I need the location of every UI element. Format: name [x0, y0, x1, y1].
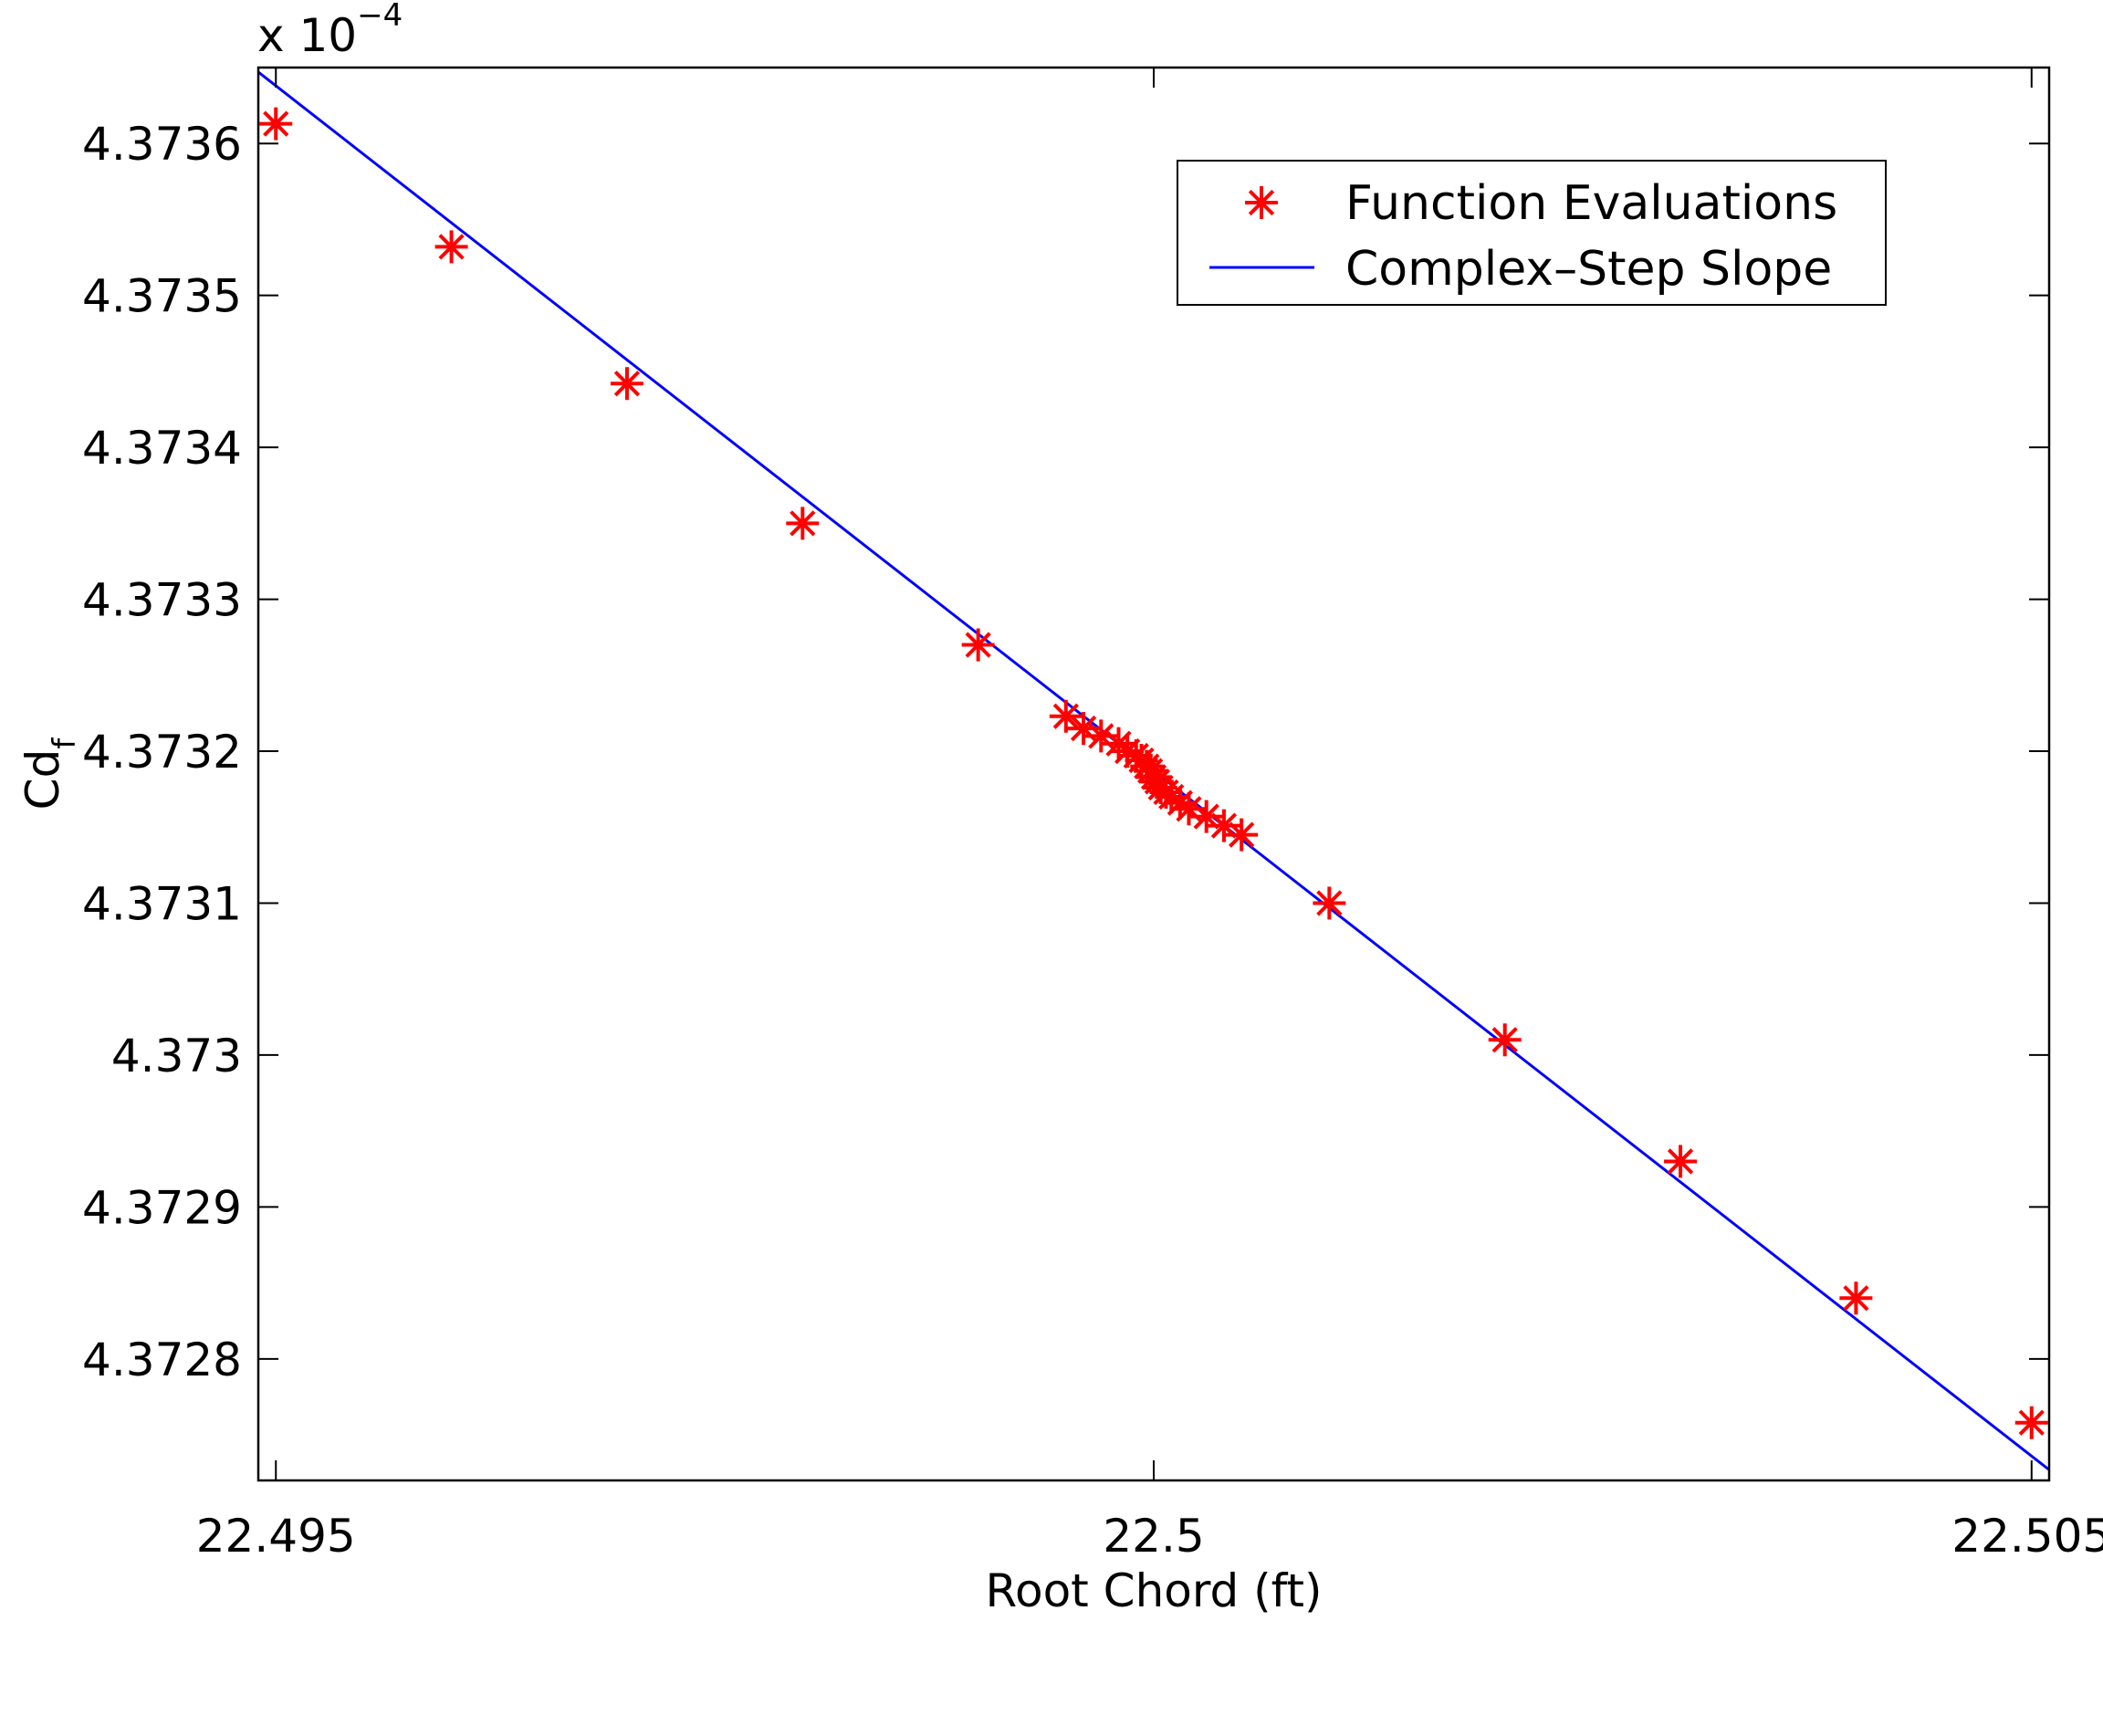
data-point	[786, 507, 820, 540]
svg-text:Cdf: Cdf	[16, 737, 83, 810]
x-tick-label: 22.495	[196, 1510, 356, 1563]
y-tick-label: 4.3731	[82, 877, 242, 930]
data-point	[1313, 886, 1346, 920]
y-tick-label: 4.3735	[82, 270, 242, 323]
data-point	[259, 107, 293, 141]
y-axis-title-main: Cd	[16, 749, 69, 810]
series-layer	[257, 70, 2050, 1471]
data-point	[434, 230, 468, 264]
y-tick-labels: 4.3728 4.3729 4.373 4.3731 4.3732 4.3733 4.373…	[82, 118, 242, 1386]
ticks-layer	[258, 68, 2049, 1480]
legend-box	[1177, 160, 1887, 306]
y-tick-label: 4.3734	[82, 422, 242, 475]
data-point	[961, 628, 995, 662]
x-tick-labels: 22.495 22.5 22.505	[196, 1510, 2103, 1563]
data-point	[2014, 1406, 2048, 1439]
legend-marker-function-evaluations	[1245, 186, 1278, 219]
y-tick-label: 4.3736	[82, 118, 242, 171]
data-point	[1225, 818, 1259, 852]
y-tick-label: 4.3728	[82, 1333, 242, 1386]
data-point	[1163, 786, 1197, 820]
x-tick-label: 22.5	[1103, 1510, 1204, 1563]
legend-asterisk-icon	[1245, 186, 1278, 219]
y-scale-factor: x 10−4	[257, 0, 403, 62]
data-point	[1207, 809, 1240, 842]
legend-label-function-evaluations: Function Evaluations	[1345, 176, 1837, 231]
y-tick-label: 4.3732	[82, 726, 242, 779]
y-scale-text: x 10	[257, 9, 357, 62]
data-point	[1488, 1023, 1522, 1057]
y-tick-label: 4.373	[111, 1030, 242, 1082]
legend-label-complex-step-slope: Complex–Step Slope	[1345, 242, 1832, 297]
x-axis-title: Root Chord (ft)	[985, 1564, 1322, 1617]
y-scale-exponent: −4	[357, 0, 403, 34]
plot-frame	[256, 66, 2051, 1482]
data-point	[1189, 800, 1223, 833]
y-axis-title-subscript: f	[47, 737, 83, 749]
y-tick-label: 4.3733	[82, 574, 242, 627]
data-point	[1664, 1145, 1698, 1178]
data-point	[1839, 1281, 1873, 1315]
svg-text:x 10−4: x 10−4	[257, 0, 403, 62]
x-tick-label: 22.505	[1951, 1510, 2103, 1563]
legend: Function Evaluations Complex–Step Slope	[1177, 160, 1887, 306]
y-tick-label: 4.3729	[82, 1181, 242, 1234]
data-point	[610, 367, 643, 401]
data-point	[1049, 699, 1083, 733]
y-axis-title: Cdf	[16, 737, 83, 810]
